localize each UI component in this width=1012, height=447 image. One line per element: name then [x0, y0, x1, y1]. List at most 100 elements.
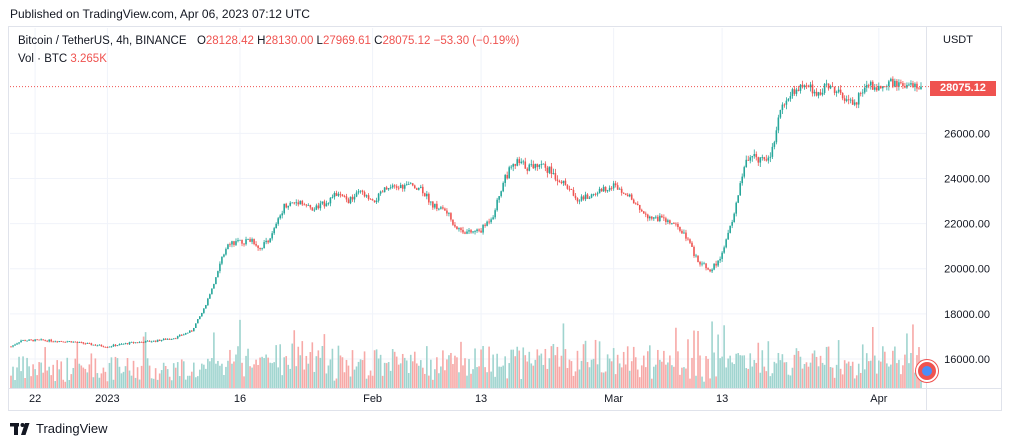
candle-body: [82, 342, 85, 344]
candle-body: [142, 342, 145, 343]
candle-body: [548, 166, 551, 173]
volume-bar: [886, 363, 888, 388]
candle-body: [419, 186, 422, 188]
volume-bar: [176, 362, 179, 388]
candle-body: [363, 192, 366, 197]
candle-body: [669, 220, 671, 224]
volume-bar: [791, 367, 794, 388]
candle-body: [215, 277, 217, 285]
volume-bar: [241, 362, 243, 388]
candle-body: [500, 191, 502, 197]
volume-bar: [751, 366, 754, 388]
volume-bar: [896, 363, 898, 388]
volume-bar: [253, 364, 255, 388]
candle-body: [227, 244, 229, 250]
candle-body: [787, 98, 790, 101]
candle-body: [205, 305, 207, 309]
candle-body: [634, 203, 637, 205]
candle-body: [492, 217, 494, 220]
volume-bar: [779, 360, 782, 388]
candle-body: [448, 213, 450, 214]
volume-bar: [618, 363, 621, 388]
chart-frame: [8, 26, 1002, 411]
volume-bar: [496, 353, 498, 388]
candle-body: [759, 157, 762, 163]
volume-bar: [323, 334, 326, 388]
candle-body: [508, 167, 510, 179]
candle-body: [757, 157, 760, 163]
candle-body: [188, 330, 191, 333]
volume-bar: [285, 356, 288, 388]
candle-body: [594, 193, 597, 195]
candle-body: [182, 334, 185, 336]
volume-bar: [638, 377, 641, 388]
candle-body: [498, 196, 500, 200]
candle-body: [558, 180, 561, 183]
candle-body: [540, 164, 543, 165]
volume-bar: [875, 373, 878, 388]
candle-body: [847, 99, 850, 101]
volume-bar: [594, 339, 597, 388]
volume-bar: [70, 374, 73, 388]
volume-bar: [46, 370, 48, 388]
volume-bar: [466, 375, 468, 388]
candle-body: [333, 193, 336, 198]
volume-bar: [807, 366, 810, 388]
volume-bar: [16, 367, 18, 388]
candle-body: [285, 203, 288, 208]
volume-bar: [723, 325, 725, 388]
volume-bar: [506, 378, 508, 388]
volume-bar: [552, 343, 555, 388]
candle-body: [871, 81, 874, 90]
candle-body: [436, 203, 438, 209]
candle-body: [649, 216, 651, 219]
volume-bar: [753, 359, 756, 388]
volume-bar: [309, 352, 312, 388]
candle-body: [373, 200, 376, 203]
candle-body: [144, 340, 147, 343]
volume-bar: [703, 381, 705, 388]
candle-body: [753, 154, 756, 157]
candle-body: [156, 339, 159, 342]
candle-body: [305, 204, 308, 206]
y-tick-label: 22000.00: [944, 219, 990, 231]
candle-body: [303, 204, 306, 206]
volume-bar: [863, 369, 866, 388]
candle-body: [323, 201, 326, 207]
volume-bar: [96, 373, 99, 388]
candle-body: [407, 184, 410, 185]
volume-bar: [450, 352, 452, 388]
candle-body: [626, 194, 629, 197]
volume-bar: [892, 350, 894, 388]
candle-body: [472, 231, 474, 233]
chart-settings-icon[interactable]: [916, 360, 938, 382]
volume-bar: [628, 370, 631, 388]
candle-body: [755, 154, 758, 158]
candle-body: [590, 194, 593, 198]
volume-bar: [60, 361, 63, 388]
x-tick-label: 22: [29, 393, 41, 405]
candle-body: [552, 173, 555, 174]
candle-body: [667, 220, 669, 222]
volume-bar: [785, 362, 788, 388]
currency-label: USDT: [943, 34, 973, 46]
candle-body: [679, 227, 681, 231]
volume-bar: [855, 375, 858, 388]
volume-bar: [201, 363, 203, 388]
volume-bar: [315, 356, 318, 388]
volume-bar: [570, 361, 573, 388]
candle-body: [504, 175, 506, 183]
volume-bar: [737, 353, 739, 388]
volume-bar: [500, 366, 502, 388]
candle-body: [249, 239, 251, 242]
volume-bar: [705, 356, 707, 388]
volume-bar: [542, 364, 545, 388]
candle-body: [172, 338, 175, 340]
volume-bar: [902, 365, 904, 388]
volume-bar: [869, 360, 872, 388]
tradingview-logo[interactable]: TradingView: [10, 421, 108, 436]
x-tick-label: 2023: [95, 393, 119, 405]
candle-body: [199, 316, 201, 320]
volume-bar: [422, 367, 424, 388]
